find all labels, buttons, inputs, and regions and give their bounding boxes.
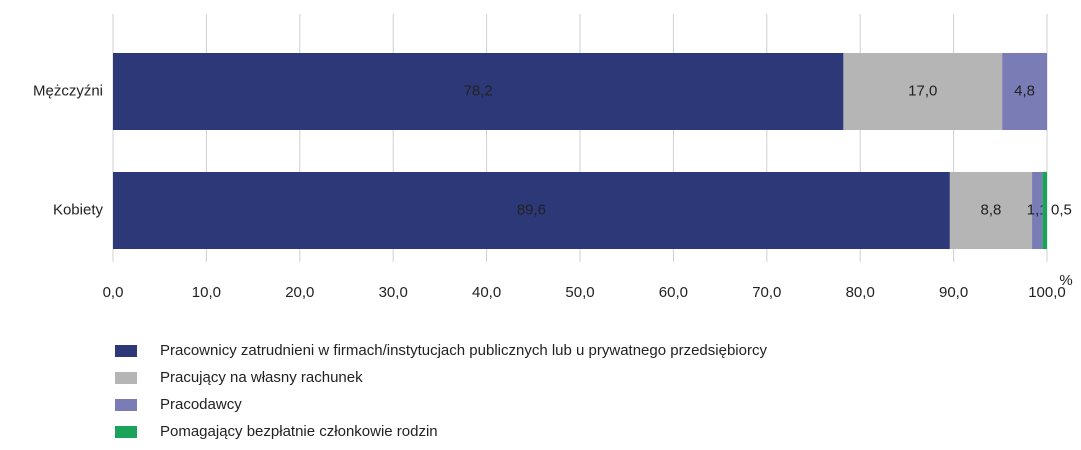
x-tick-label: 30,0 xyxy=(379,284,408,301)
bar-segment xyxy=(1032,172,1043,249)
x-tick-label: 60,0 xyxy=(659,284,688,301)
x-tick-label: 20,0 xyxy=(285,284,314,301)
y-tick-label: Kobiety xyxy=(53,201,104,218)
data-label: 17,0 xyxy=(908,82,937,99)
bar-segment xyxy=(949,172,1033,249)
data-label: 0,5 xyxy=(1051,201,1072,218)
legend-label: Pracujący na własny rachunek xyxy=(160,369,363,386)
x-tick-label: 100,0 xyxy=(1028,284,1066,301)
data-label: 78,2 xyxy=(464,82,493,99)
x-tick-label: 0,0 xyxy=(103,284,124,301)
bar-segment xyxy=(1042,172,1047,249)
x-tick-label: 40,0 xyxy=(472,284,501,301)
x-tick-label: 80,0 xyxy=(846,284,875,301)
data-label: 8,8 xyxy=(981,201,1002,218)
bar-segment xyxy=(1002,53,1047,130)
x-tick-label: 10,0 xyxy=(192,284,221,301)
legend-label: Pracodawcy xyxy=(160,396,242,413)
x-tick-label: 50,0 xyxy=(565,284,594,301)
legend-swatch xyxy=(115,426,137,438)
x-axis-label: % xyxy=(1059,272,1072,289)
legend-swatch xyxy=(115,372,137,384)
legend-label: Pracownicy zatrudnieni w firmach/instytu… xyxy=(160,342,767,359)
bar-segment xyxy=(113,172,950,249)
legend-label: Pomagający bezpłatnie członkowie rodzin xyxy=(160,423,438,440)
legend-swatch xyxy=(115,399,137,411)
legend-swatch xyxy=(115,345,137,357)
data-label: 89,6 xyxy=(517,201,546,218)
data-label: 4,8 xyxy=(1014,82,1035,99)
bar-segment xyxy=(843,53,1003,130)
x-tick-label: 70,0 xyxy=(752,284,781,301)
bar-segment xyxy=(113,53,844,130)
x-tick-label: 90,0 xyxy=(939,284,968,301)
y-tick-label: Mężczyźni xyxy=(33,82,103,99)
